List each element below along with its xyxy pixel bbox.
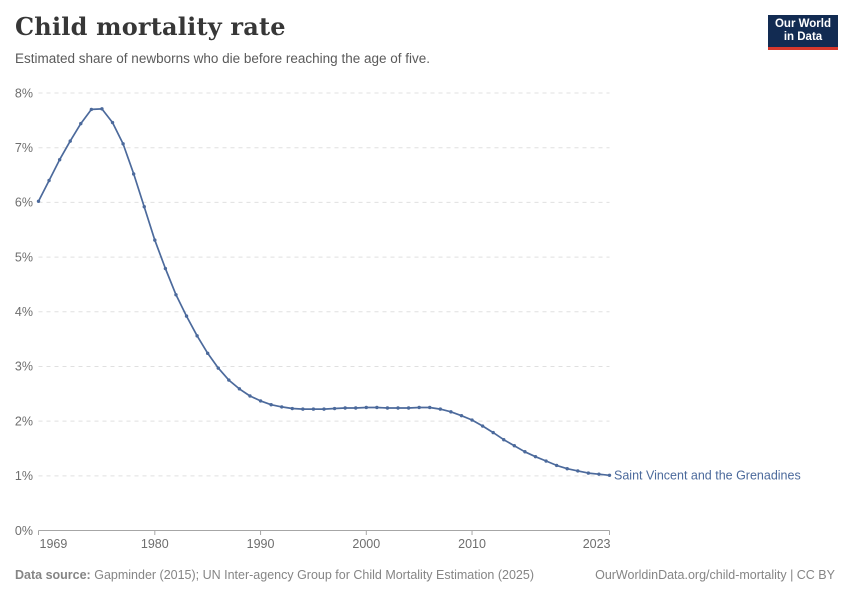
data-point[interactable] bbox=[385, 406, 390, 410]
y-tick-label: 3% bbox=[15, 360, 33, 374]
x-tick-label: 2010 bbox=[458, 537, 486, 551]
data-point[interactable] bbox=[533, 454, 538, 459]
data-point[interactable] bbox=[68, 139, 72, 143]
y-tick-label: 0% bbox=[15, 524, 33, 538]
data-point[interactable] bbox=[258, 399, 263, 403]
data-point[interactable] bbox=[100, 107, 104, 111]
data-point[interactable] bbox=[89, 107, 94, 112]
page-subtitle: Estimated share of newborns who die befo… bbox=[15, 51, 430, 66]
y-tick-label: 2% bbox=[15, 414, 33, 428]
y-tick-label: 6% bbox=[15, 196, 33, 210]
data-source-note: Data source: Gapminder (2015); UN Inter-… bbox=[15, 568, 534, 582]
x-tick-label: 1990 bbox=[247, 537, 275, 551]
data-point[interactable] bbox=[332, 406, 337, 411]
data-point[interactable] bbox=[248, 394, 252, 398]
data-point[interactable] bbox=[290, 406, 294, 411]
data-point[interactable] bbox=[174, 293, 178, 297]
series-line[interactable] bbox=[37, 108, 611, 477]
data-point[interactable] bbox=[301, 407, 305, 411]
x-tick-label: 1969 bbox=[40, 537, 68, 551]
data-point[interactable] bbox=[36, 199, 41, 203]
data-point[interactable] bbox=[449, 410, 453, 414]
data-point[interactable] bbox=[470, 418, 474, 422]
data-point[interactable] bbox=[227, 378, 231, 382]
entity-label[interactable]: Saint Vincent and the Grenadines bbox=[614, 469, 801, 483]
data-point[interactable] bbox=[354, 406, 358, 410]
y-tick-label: 5% bbox=[15, 250, 33, 264]
data-point[interactable] bbox=[205, 351, 210, 356]
data-point[interactable] bbox=[47, 178, 51, 183]
x-tick-label: 2023 bbox=[583, 537, 611, 551]
data-point[interactable] bbox=[544, 459, 548, 463]
data-point[interactable] bbox=[280, 405, 284, 409]
data-point[interactable] bbox=[322, 407, 326, 411]
data-point[interactable] bbox=[502, 438, 506, 442]
data-source-text: Gapminder (2015); UN Inter-agency Group … bbox=[94, 568, 534, 582]
data-point[interactable] bbox=[406, 406, 411, 410]
x-tick-label: 1980 bbox=[141, 537, 169, 551]
data-point[interactable] bbox=[216, 366, 220, 370]
data-point[interactable] bbox=[375, 405, 379, 410]
data-point[interactable] bbox=[428, 405, 432, 410]
data-point[interactable] bbox=[131, 172, 136, 176]
data-point[interactable] bbox=[79, 121, 83, 126]
y-tick-label: 4% bbox=[15, 305, 33, 319]
data-point[interactable] bbox=[491, 430, 495, 435]
data-point[interactable] bbox=[565, 467, 569, 471]
page-title: Child mortality rate bbox=[15, 12, 286, 41]
data-point[interactable] bbox=[311, 407, 316, 411]
owid-logo[interactable]: Our World in Data bbox=[768, 15, 838, 50]
footer-link[interactable]: OurWorldinData.org/child-mortality | CC … bbox=[595, 568, 835, 582]
data-point[interactable] bbox=[417, 405, 421, 410]
data-point[interactable] bbox=[153, 238, 157, 242]
data-point[interactable] bbox=[57, 158, 62, 162]
data-point[interactable] bbox=[237, 387, 242, 391]
data-point[interactable] bbox=[121, 142, 125, 146]
owid-logo-line2: in Data bbox=[783, 31, 823, 43]
data-point[interactable] bbox=[480, 424, 485, 428]
data-point[interactable] bbox=[163, 266, 168, 271]
data-point[interactable] bbox=[142, 205, 146, 209]
data-point[interactable] bbox=[597, 472, 601, 476]
data-point[interactable] bbox=[554, 463, 559, 468]
data-point[interactable] bbox=[195, 334, 199, 338]
data-point[interactable] bbox=[607, 473, 612, 477]
data-point[interactable] bbox=[576, 469, 580, 473]
data-point[interactable] bbox=[523, 450, 527, 454]
data-point[interactable] bbox=[269, 403, 273, 407]
y-tick-label: 7% bbox=[15, 141, 33, 155]
data-point[interactable] bbox=[459, 413, 464, 418]
data-point[interactable] bbox=[364, 405, 368, 410]
data-point[interactable] bbox=[512, 444, 517, 448]
data-point[interactable] bbox=[396, 406, 400, 410]
y-tick-label: 1% bbox=[15, 469, 33, 483]
data-point[interactable] bbox=[110, 120, 115, 125]
data-point[interactable] bbox=[184, 314, 189, 318]
chart-footer: Data source: Gapminder (2015); UN Inter-… bbox=[15, 568, 835, 582]
data-point[interactable] bbox=[586, 471, 591, 475]
data-point[interactable] bbox=[438, 407, 443, 411]
owid-logo-line1: Our World bbox=[774, 17, 831, 30]
y-tick-label: 8% bbox=[15, 86, 33, 100]
data-point[interactable] bbox=[343, 406, 347, 410]
x-tick-label: 2000 bbox=[352, 537, 380, 551]
data-source-label: Data source: bbox=[15, 568, 91, 582]
